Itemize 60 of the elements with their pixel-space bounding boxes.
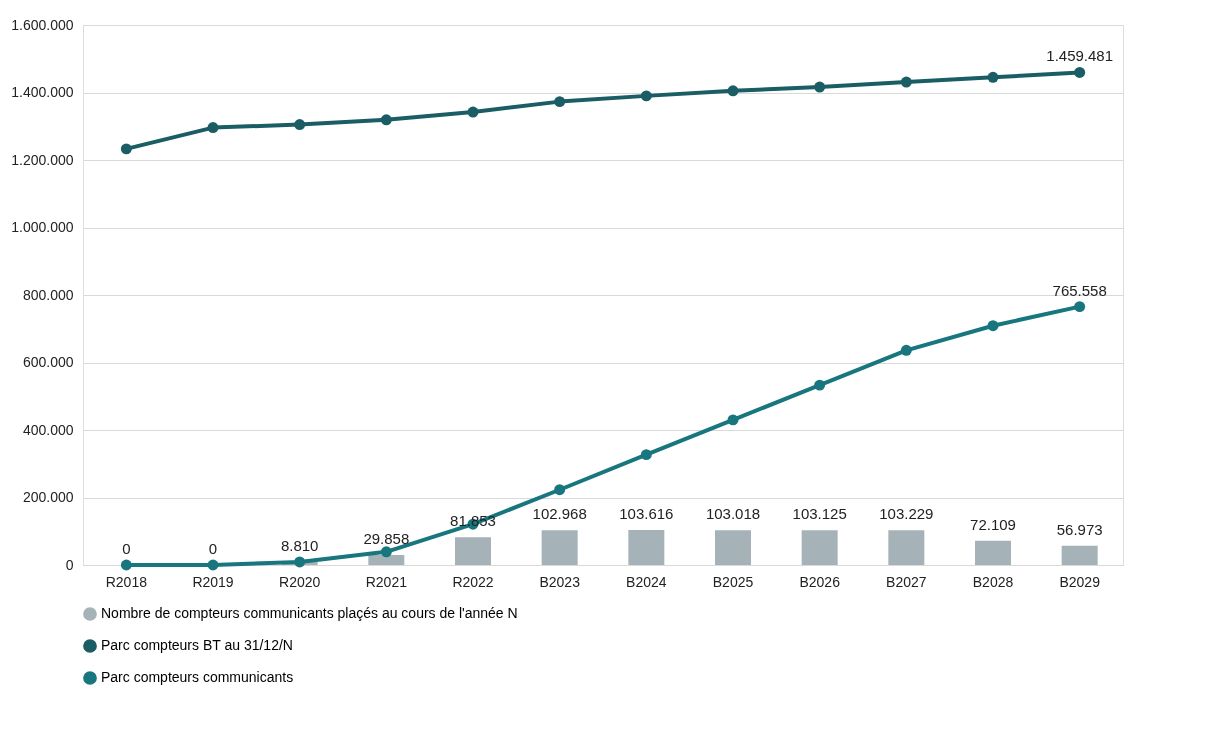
point <box>814 81 826 93</box>
y-tick-label: 1.200.000 <box>11 151 74 168</box>
x-tick-label: R2018 <box>105 573 148 590</box>
y-tick-label: 1.600.000 <box>11 16 74 33</box>
point <box>814 379 826 391</box>
point <box>120 559 132 571</box>
data-label: 0 <box>122 540 131 557</box>
point <box>987 320 999 332</box>
point <box>207 122 219 134</box>
x-tick-label: B2026 <box>799 573 841 590</box>
legend-label: Parc compteurs communicants <box>101 669 294 685</box>
point <box>294 119 306 131</box>
x-tick-label: R2021 <box>365 573 408 590</box>
x-tick-label: B2023 <box>539 573 581 590</box>
point <box>294 556 306 568</box>
data-label: 29.858 <box>363 529 410 547</box>
x-tick-label: B2024 <box>626 573 667 590</box>
x-tick-label: R2022 <box>452 573 494 590</box>
x-tick-label: R2020 <box>279 573 321 590</box>
point <box>987 71 999 83</box>
y-tick-label: 1.000.000 <box>11 219 74 235</box>
data-label: 103.125 <box>792 505 847 523</box>
legend-label: Parc compteurs BT au 31/12/N <box>101 637 293 653</box>
x-tick-label: B2025 <box>712 573 754 590</box>
point <box>207 559 219 571</box>
data-label: 72.109 <box>970 515 1016 533</box>
data-label: 56.973 <box>1056 520 1103 538</box>
x-tick-label: B2027 <box>886 573 927 590</box>
point <box>900 344 912 356</box>
data-label: 765.558 <box>1052 281 1107 299</box>
point <box>554 484 566 496</box>
point <box>900 76 912 88</box>
data-label: 103.229 <box>879 505 934 523</box>
x-tick-label: B2028 <box>972 573 1014 590</box>
data-label: 103.616 <box>619 505 674 523</box>
point <box>1074 66 1086 78</box>
point <box>467 106 479 118</box>
y-tick-label: 1.400.000 <box>11 84 74 100</box>
y-tick-label: 800.000 <box>22 286 74 303</box>
point <box>727 414 739 426</box>
point <box>380 546 392 558</box>
data-label: 0 <box>208 540 218 557</box>
point <box>727 85 739 97</box>
x-tick-label: B2029 <box>1059 573 1101 590</box>
point <box>1074 301 1086 313</box>
y-tick-label: 400.000 <box>22 421 74 438</box>
data-label: 1.459.481 <box>1046 47 1114 65</box>
data-label: 8.810 <box>280 537 319 555</box>
point <box>640 449 652 461</box>
data-label: 103.018 <box>705 505 761 523</box>
y-tick-label: 600.000 <box>22 354 74 370</box>
point <box>554 96 566 108</box>
point <box>380 114 392 126</box>
legend-label: Nombre de compteurs communicants plaçés au cours de l'année N <box>101 605 518 621</box>
point <box>640 90 652 102</box>
point <box>120 143 132 155</box>
data-label: 102.968 <box>532 505 587 523</box>
y-tick-label: 0 <box>65 556 74 573</box>
y-tick-label: 200.000 <box>22 489 74 505</box>
x-tick-label: R2019 <box>192 573 234 590</box>
